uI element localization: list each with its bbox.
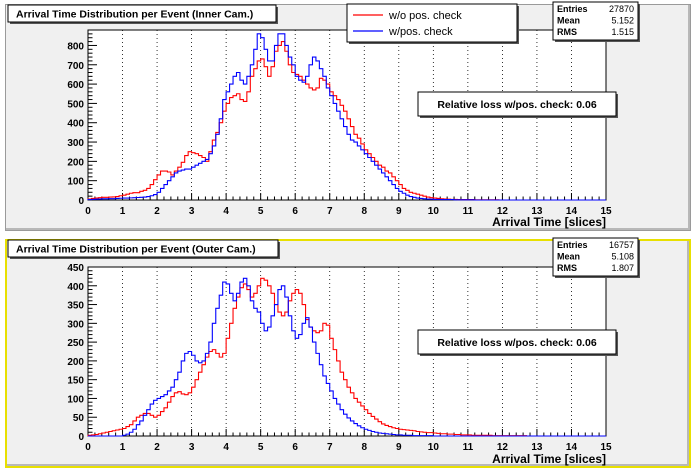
y-tick-label: 0 — [78, 196, 84, 207]
x-tick-label: 2 — [154, 442, 160, 453]
stats-label: RMS — [557, 27, 577, 37]
x-tick-label: 6 — [292, 442, 298, 453]
stats-value: 1.515 — [611, 27, 634, 37]
x-tick-label: 15 — [600, 206, 612, 217]
x-tick-label: 5 — [258, 206, 264, 217]
stats-label: RMS — [557, 263, 577, 273]
y-tick-label: 300 — [67, 138, 84, 149]
x-tick-label: 11 — [463, 442, 474, 453]
title-box — [7, 4, 277, 23]
x-axis-label: Arrival Time [slices] — [492, 215, 606, 229]
stats-value: 5.108 — [611, 252, 634, 262]
y-tick-label: 600 — [67, 80, 84, 91]
chart-title: Arrival Time Distribution per Event (Out… — [16, 244, 256, 256]
x-tick-label: 5 — [258, 442, 264, 453]
stats-value: 5.152 — [611, 16, 634, 26]
stats-label: Mean — [557, 16, 580, 26]
y-tick-label: 400 — [67, 282, 84, 293]
x-tick-label: 13 — [531, 206, 543, 217]
x-tick-label: 7 — [327, 206, 333, 217]
x-tick-label: 8 — [361, 206, 367, 217]
legend-box — [346, 3, 518, 43]
x-tick-label: 10 — [428, 206, 440, 217]
x-tick-label: 4 — [223, 442, 229, 453]
y-tick-label: 800 — [67, 41, 84, 52]
y-tick-label: 200 — [67, 157, 84, 168]
stats-box — [552, 237, 639, 277]
x-tick-label: 11 — [463, 206, 474, 217]
stats-label: Entries — [557, 240, 588, 250]
stats-value: 16757 — [609, 240, 634, 250]
legend-label: w/o pos. check — [388, 10, 462, 22]
series-line-with-pos-check — [88, 277, 606, 437]
x-tick-label: 9 — [396, 206, 402, 217]
y-tick-label: 450 — [67, 263, 84, 274]
y-tick-label: 200 — [67, 357, 84, 368]
stats-box — [552, 1, 639, 41]
y-tick-label: 400 — [67, 119, 84, 130]
y-tick-label: 300 — [67, 319, 84, 330]
y-tick-label: 100 — [67, 177, 84, 188]
y-tick-label: 50 — [73, 413, 85, 424]
chart-title: Arrival Time Distribution per Event (Inn… — [16, 9, 253, 21]
annotation-text: Relative loss w/pos. check: 0.06 — [437, 337, 596, 349]
x-tick-label: 3 — [189, 206, 195, 217]
stats-value: 1.807 — [611, 263, 634, 273]
x-tick-label: 13 — [531, 442, 543, 453]
x-tick-label: 6 — [292, 206, 298, 217]
y-tick-label: 0 — [78, 432, 84, 443]
annotation-text: Relative loss w/pos. check: 0.06 — [437, 99, 596, 111]
annotation-box — [417, 329, 617, 355]
annotation-box — [417, 91, 617, 117]
x-tick-label: 10 — [428, 442, 440, 453]
x-tick-label: 15 — [600, 442, 612, 453]
x-tick-label: 9 — [396, 442, 402, 453]
x-tick-label: 0 — [85, 442, 91, 453]
series-line-with-pos-check — [87, 33, 606, 201]
legend-label: w/pos. check — [388, 26, 453, 38]
y-tick-label: 100 — [67, 394, 84, 405]
y-tick-label: 150 — [67, 376, 84, 387]
x-tick-label: 4 — [223, 206, 229, 217]
stats-label: Mean — [557, 252, 580, 262]
stats-value: 27870 — [609, 4, 634, 14]
x-tick-label: 1 — [120, 206, 126, 217]
x-tick-label: 14 — [566, 442, 578, 453]
y-tick-label: 500 — [67, 99, 84, 110]
x-axis-label: Arrival Time [slices] — [492, 452, 606, 466]
stats-label: Entries — [557, 4, 588, 14]
y-tick-label: 700 — [67, 61, 84, 72]
x-tick-label: 12 — [497, 442, 509, 453]
x-tick-label: 1 — [120, 442, 126, 453]
x-tick-label: 2 — [154, 206, 160, 217]
title-box — [7, 239, 279, 258]
x-tick-label: 0 — [85, 206, 91, 217]
x-tick-label: 3 — [189, 442, 195, 453]
x-tick-label: 8 — [361, 442, 367, 453]
y-tick-label: 350 — [67, 301, 84, 312]
x-tick-label: 7 — [327, 442, 333, 453]
x-tick-label: 12 — [497, 206, 509, 217]
x-tick-label: 14 — [566, 206, 578, 217]
y-tick-label: 250 — [67, 338, 84, 349]
